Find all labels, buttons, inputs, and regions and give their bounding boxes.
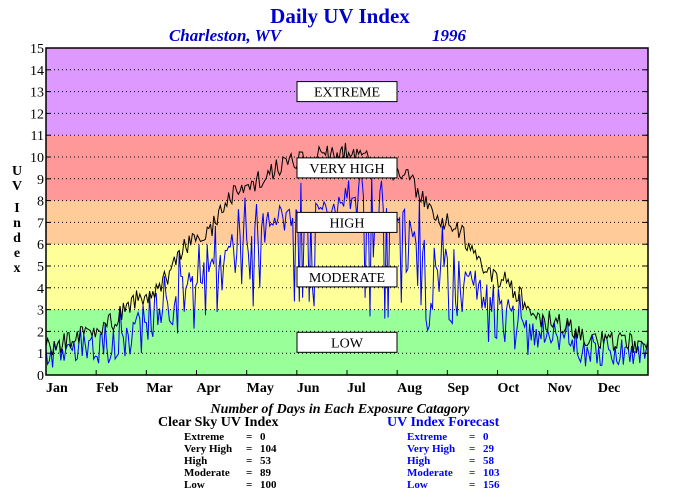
svg-text:n: n [13, 216, 21, 231]
svg-text:EXTREME: EXTREME [314, 86, 380, 101]
forecast-row-low: Low = 156 [407, 479, 500, 491]
x-tick-label: Dec [598, 381, 621, 396]
clear-row-moderate: Moderate = 89 [184, 467, 271, 479]
x-tick-label: Oct [498, 381, 520, 396]
x-tick-label: May [247, 381, 274, 396]
x-tick-label: Jun [297, 381, 320, 396]
x-tick-label: Feb [96, 381, 119, 396]
y-tick-label: 8 [37, 195, 44, 210]
forecast-row-high: High = 58 [407, 455, 494, 467]
x-tick-label: Jan [46, 381, 68, 396]
svg-text:V: V [12, 179, 22, 194]
clear-sky-stats-title: Clear Sky UV Index [158, 415, 279, 430]
chart-title: Daily UV Index [270, 4, 410, 28]
y-tick-label: 6 [37, 238, 44, 253]
x-tick-label: Nov [548, 381, 572, 396]
forecast-stats: UV Index Forecast Extreme = 0 Very High = 29… [387, 415, 500, 491]
svg-text:I: I [14, 201, 19, 216]
forecast-stats-title: UV Index Forecast [387, 415, 500, 430]
y-tick-label: 15 [30, 42, 44, 57]
x-tick-label: Aug [397, 381, 422, 396]
y-tick-label: 2 [37, 325, 44, 340]
x-tick-label: Mar [146, 381, 172, 396]
x-tick-label: Apr [197, 381, 221, 396]
clear-row-very-high: Very High = 104 [184, 443, 277, 455]
svg-text:VERY HIGH: VERY HIGH [309, 162, 384, 177]
y-tick-label: 13 [30, 86, 44, 101]
summary-caption: Number of Days in Each Exposure Catagory [209, 402, 470, 417]
y-tick-label: 1 [37, 347, 44, 362]
svg-text:x: x [14, 261, 21, 276]
chart-subtitle-year: 1996 [432, 26, 467, 45]
band-label-low: LOW [296, 331, 398, 353]
x-tick-label: Jul [347, 381, 366, 396]
y-tick-label: 11 [31, 129, 44, 144]
clear-row-low: Low = 100 [184, 479, 277, 491]
band-label-high: HIGH [296, 211, 398, 233]
y-tick-label: 10 [30, 151, 44, 166]
svg-text:HIGH: HIGH [330, 216, 365, 231]
y-tick-label: 4 [37, 282, 44, 297]
y-tick-label: 5 [37, 260, 44, 275]
y-tick-label: 0 [37, 369, 44, 384]
band-label-extreme: EXTREME [296, 81, 398, 103]
y-tick-label: 7 [37, 216, 44, 231]
svg-text:d: d [13, 231, 21, 246]
y-tick-label: 14 [30, 64, 44, 79]
forecast-row-moderate: Moderate = 103 [407, 467, 500, 479]
forecast-row-extreme: Extreme = 0 [407, 431, 489, 443]
y-tick-label: 3 [37, 304, 44, 319]
forecast-row-very-high: Very High = 29 [407, 443, 494, 455]
y-tick-label: 9 [37, 173, 44, 188]
clear-sky-stats: Clear Sky UV Index Extreme = 0 Very High = 1… [158, 415, 278, 491]
clear-row-high: High = 53 [184, 455, 271, 467]
svg-text:e: e [14, 246, 20, 261]
x-tick-label: Sep [447, 381, 469, 396]
band-label-very-high: VERY HIGH [296, 157, 398, 179]
svg-text:MODERATE: MODERATE [309, 271, 385, 286]
clear-row-extreme: Extreme = 0 [184, 431, 266, 443]
y-axis-label: U V I n d e x [12, 164, 22, 276]
chart-subtitle-location: Charleston, WV [169, 26, 283, 45]
svg-text:LOW: LOW [331, 336, 364, 351]
band-label-moderate: MODERATE [296, 266, 398, 288]
y-tick-label: 12 [30, 107, 44, 122]
svg-text:U: U [12, 164, 22, 179]
